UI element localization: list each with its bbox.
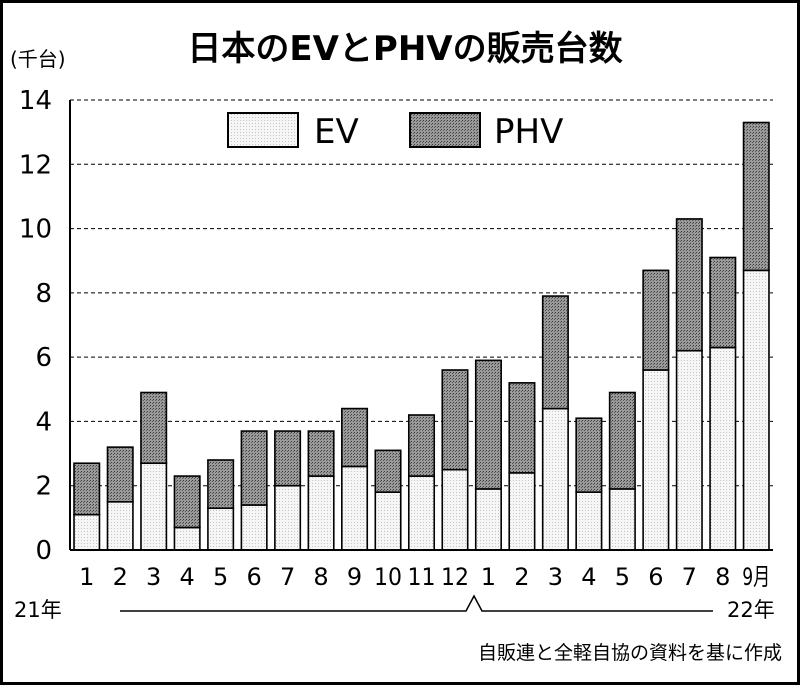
bar-phv <box>173 475 201 529</box>
year-label-start: 21年 <box>14 598 62 622</box>
y-tick-labels: 0 2 4 6 8 10 12 14 <box>19 86 52 566</box>
x-tick-label: 2 <box>514 563 529 591</box>
bar-ev <box>441 468 469 551</box>
y-tick-label: 10 <box>19 215 52 245</box>
x-tick-label: 9月 <box>742 563 770 591</box>
x-tick-label: 1 <box>79 563 94 591</box>
bar-ev <box>207 507 235 551</box>
x-tick-label: 9 <box>347 563 362 591</box>
y-tick-label: 4 <box>35 407 52 437</box>
year-label-end: 22年 <box>727 598 775 622</box>
bar-phv <box>742 121 770 272</box>
x-tick-label: 11 <box>408 563 436 591</box>
y-tick-label: 6 <box>35 343 52 373</box>
bar-ev <box>341 465 369 551</box>
x-tick-label: 5 <box>213 563 228 591</box>
bar-ev <box>407 475 436 551</box>
bar-phv <box>374 449 402 493</box>
legend-label-ev: EV <box>314 112 359 152</box>
x-tick-labels: 1 2 3 4 5 6 7 8 9 10 11 12 1 2 3 4 5 6 7 8 9月 <box>79 563 770 591</box>
bar-ev <box>675 349 703 551</box>
bar-phv <box>207 459 235 510</box>
y-tick-label: 2 <box>35 472 52 502</box>
bar-ev <box>140 462 168 551</box>
x-tick-label: 8 <box>715 563 730 591</box>
bar-ev <box>474 488 502 551</box>
x-tick-label: 8 <box>313 563 328 591</box>
legend-swatch-ev <box>227 112 299 148</box>
y-tick-label: 8 <box>35 279 52 309</box>
bar-ev <box>374 491 402 551</box>
source-note: 自販連と全軽自協の資料を基に作成 <box>478 642 782 664</box>
bar-ev <box>575 491 603 551</box>
x-tick-label: 12 <box>441 563 469 591</box>
bar-ev <box>541 407 569 551</box>
x-tick-label: 3 <box>146 563 161 591</box>
bar-phv <box>642 269 670 371</box>
bar-phv <box>608 391 636 490</box>
bars <box>73 121 770 551</box>
x-tick-label: 3 <box>548 563 563 591</box>
bar-phv <box>675 218 703 352</box>
bar-phv <box>73 462 101 516</box>
bar-ev <box>240 504 268 551</box>
bar-phv <box>541 295 569 410</box>
bar-ev <box>608 488 636 551</box>
x-tick-label: 6 <box>246 563 261 591</box>
bar-phv <box>307 430 335 477</box>
x-tick-label: 7 <box>682 563 697 591</box>
x-tick-label: 4 <box>581 563 596 591</box>
bar-ev <box>709 346 737 551</box>
year-divider-line <box>120 594 713 612</box>
unit-label: (千台) <box>10 47 66 71</box>
year-bracket: 21年 22年 <box>14 594 775 622</box>
bar-phv <box>240 430 268 506</box>
x-tick-label: 5 <box>615 563 630 591</box>
bar-phv <box>106 446 134 503</box>
bar-phv <box>341 407 369 468</box>
bar-ev <box>106 500 134 551</box>
legend-swatch-phv <box>409 112 481 148</box>
y-tick-label: 0 <box>35 536 52 566</box>
bar-phv <box>140 391 168 465</box>
bar-phv <box>274 430 302 487</box>
bar-ev <box>173 526 201 551</box>
bar-phv <box>407 414 436 477</box>
x-tick-label: 10 <box>374 563 402 591</box>
x-tick-label: 2 <box>113 563 128 591</box>
bar-phv <box>474 359 502 490</box>
x-tick-label: 7 <box>280 563 295 591</box>
bar-phv <box>575 417 603 493</box>
bar-phv <box>441 369 469 471</box>
x-tick-label: 4 <box>180 563 195 591</box>
bar-ev <box>307 475 335 551</box>
x-tick-label: 1 <box>481 563 496 591</box>
bar-ev <box>642 369 670 551</box>
legend-label-phv: PHV <box>494 112 563 152</box>
y-tick-label: 14 <box>19 86 52 116</box>
bar-phv <box>508 382 536 474</box>
bar-ev <box>742 269 770 551</box>
legend: EV PHV <box>227 112 563 152</box>
bar-ev <box>274 484 302 551</box>
chart-title: 日本のEVとPHVの販売台数 <box>187 29 622 69</box>
y-tick-label: 12 <box>19 150 52 180</box>
bar-phv <box>709 256 737 349</box>
bar-ev <box>73 513 101 551</box>
x-tick-label: 6 <box>648 563 663 591</box>
bar-ev <box>508 472 536 551</box>
